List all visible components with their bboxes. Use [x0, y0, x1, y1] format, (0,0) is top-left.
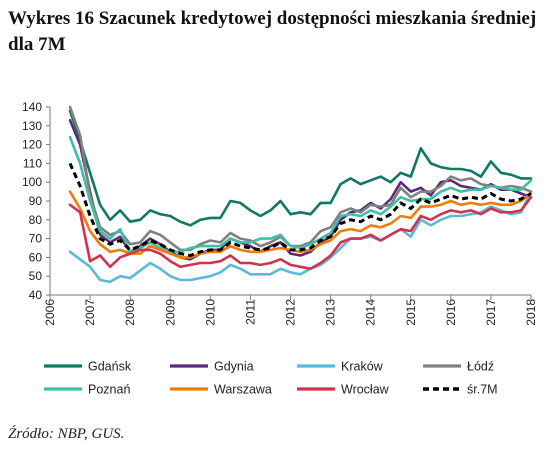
legend-label: Wrocław	[341, 383, 390, 397]
series-line	[68, 118, 533, 261]
chart-series	[68, 105, 533, 284]
series-line	[68, 105, 533, 252]
x-tick-label: 2014	[364, 299, 378, 326]
y-tick-label: 110	[23, 156, 42, 170]
x-tick-label: 2017	[484, 299, 498, 326]
legend-label: Poznań	[88, 383, 130, 397]
x-tick-label: 2006	[43, 299, 57, 326]
legend-label: Gdańsk	[88, 360, 132, 374]
x-tick-label: 2009	[163, 299, 177, 326]
x-tick-label: 2013	[324, 299, 338, 326]
series-line	[68, 190, 533, 284]
chart-axes: 40 50 60 70 80 90 100 110 120 130 140 2006 2007 2008 2…	[22, 100, 538, 326]
y-tick-label: 140	[22, 100, 42, 114]
y-tick-label: 50	[29, 269, 43, 283]
x-tick-label: 2011	[243, 299, 257, 325]
x-tick-label: 2010	[203, 299, 217, 326]
x-tick-label: 2018	[524, 299, 538, 326]
series-line	[68, 162, 532, 257]
legend-label: Gdynia	[214, 360, 254, 374]
y-tick-label: 70	[29, 232, 43, 246]
y-tick-label: 80	[29, 213, 43, 227]
y-tick-label: 40	[29, 288, 43, 302]
x-tick-label: 2008	[123, 299, 137, 326]
legend-label: Warszawa	[214, 383, 272, 397]
y-tick-label: 90	[29, 194, 43, 208]
chart-title: Wykres 16 Szacunek kredytowej dostępnośc…	[8, 8, 537, 55]
legend-label: śr.7M	[467, 383, 498, 397]
series-line	[68, 195, 533, 271]
x-tick-label: 2015	[404, 299, 418, 326]
chart-legend: Gdańsk Gdynia Kraków Łódź Poznań Warszawa Wroc…	[44, 360, 498, 397]
source-note: Źródło: NBP, GUS.	[8, 426, 125, 442]
y-tick-label: 130	[22, 119, 42, 133]
x-tick-label: 2016	[444, 299, 458, 326]
legend-label: Kraków	[341, 360, 384, 374]
y-tick-label: 120	[22, 138, 42, 152]
y-tick-label: 60	[29, 250, 43, 264]
y-tick-label: 100	[22, 175, 42, 189]
legend-label: Łódź	[467, 360, 494, 374]
x-tick-label: 2007	[83, 299, 97, 326]
series-line	[68, 135, 533, 254]
x-tick-label: 2012	[284, 299, 298, 326]
series-line	[68, 109, 533, 227]
